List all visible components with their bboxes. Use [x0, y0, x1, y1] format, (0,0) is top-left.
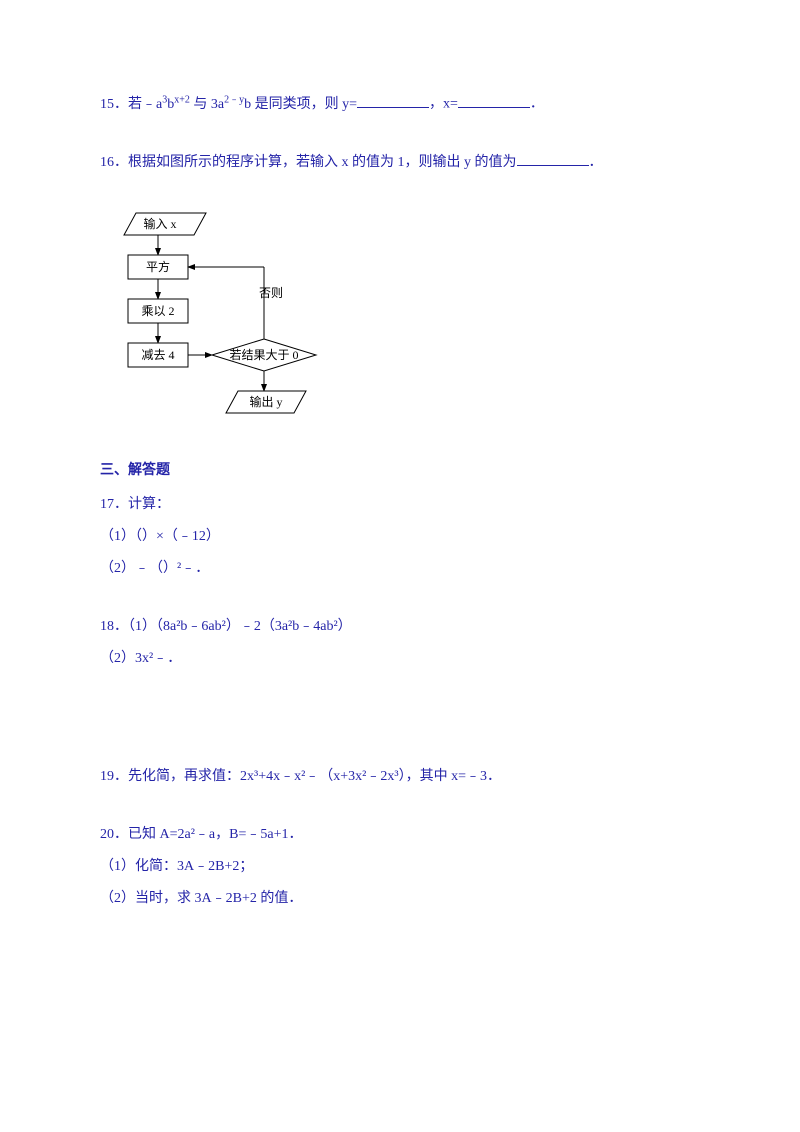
- question-17: 17．计算： （1）（）×（﹣12） （2）﹣（）²﹣．: [100, 491, 700, 583]
- label-output-y: 输出 y: [249, 394, 282, 409]
- section-3-title: 三、解答题: [100, 459, 700, 479]
- blank-y: [357, 93, 429, 108]
- q16-suffix: ．: [589, 155, 603, 170]
- label-input-x: 输入 x: [143, 216, 176, 231]
- label-else: 否则: [259, 286, 283, 300]
- question-18: 18．（1）（8a²b﹣6ab²）﹣2（3a²b﹣4ab²） （2）3x²﹣．: [100, 613, 700, 673]
- label-times2: 乘以 2: [141, 304, 174, 318]
- q18-sub2: （2）3x²﹣．: [100, 645, 700, 673]
- question-20: 20．已知 A=2a²﹣a，B=﹣5a+1． （1）化简：3A﹣2B+2； （2…: [100, 821, 700, 913]
- blank-x: [458, 93, 530, 108]
- q19-text: 19．先化简，再求值：2x³+4x﹣x²﹣（x+3x²﹣2x³），其中 x=﹣3…: [100, 769, 501, 784]
- q20-sub2: （2）当时，求 3A﹣2B+2 的值．: [100, 885, 700, 913]
- label-condition: 若结果大于 0: [229, 348, 298, 362]
- q18-line1: 18．（1）（8a²b﹣6ab²）﹣2（3a²b﹣4ab²）: [100, 613, 700, 641]
- blank-y-output: [517, 151, 589, 166]
- q20-line1: 20．已知 A=2a²﹣a，B=﹣5a+1．: [100, 821, 700, 849]
- q15-suffix: ．: [530, 97, 544, 112]
- q16-text: 16．根据如图所示的程序计算，若输入 x 的值为 1，则输出 y 的值为: [100, 155, 517, 170]
- q15-text: 15．若﹣a3bx+2 与 3a2﹣yb 是同类项，则 y=: [100, 97, 357, 112]
- q17-sub2: （2）﹣（）²﹣．: [100, 555, 700, 583]
- label-minus4: 减去 4: [141, 348, 174, 362]
- q17-sub1: （1）（）×（﹣12）: [100, 523, 700, 551]
- q20-sub1: （1）化简：3A﹣2B+2；: [100, 853, 700, 881]
- flowchart-diagram: 输入 x 平方 乘以 2 减去 4 若结果大于 0 否则: [106, 207, 700, 437]
- question-19: 19．先化简，再求值：2x³+4x﹣x²﹣（x+3x²﹣2x³），其中 x=﹣3…: [100, 763, 700, 791]
- label-square: 平方: [146, 259, 170, 274]
- question-16: 16．根据如图所示的程序计算，若输入 x 的值为 1，则输出 y 的值为 ．: [100, 149, 700, 177]
- question-15: 15．若﹣a3bx+2 与 3a2﹣yb 是同类项，则 y= ，x= ．: [100, 90, 700, 119]
- q17-title: 17．计算：: [100, 491, 700, 519]
- q15-sep: ，x=: [429, 97, 458, 112]
